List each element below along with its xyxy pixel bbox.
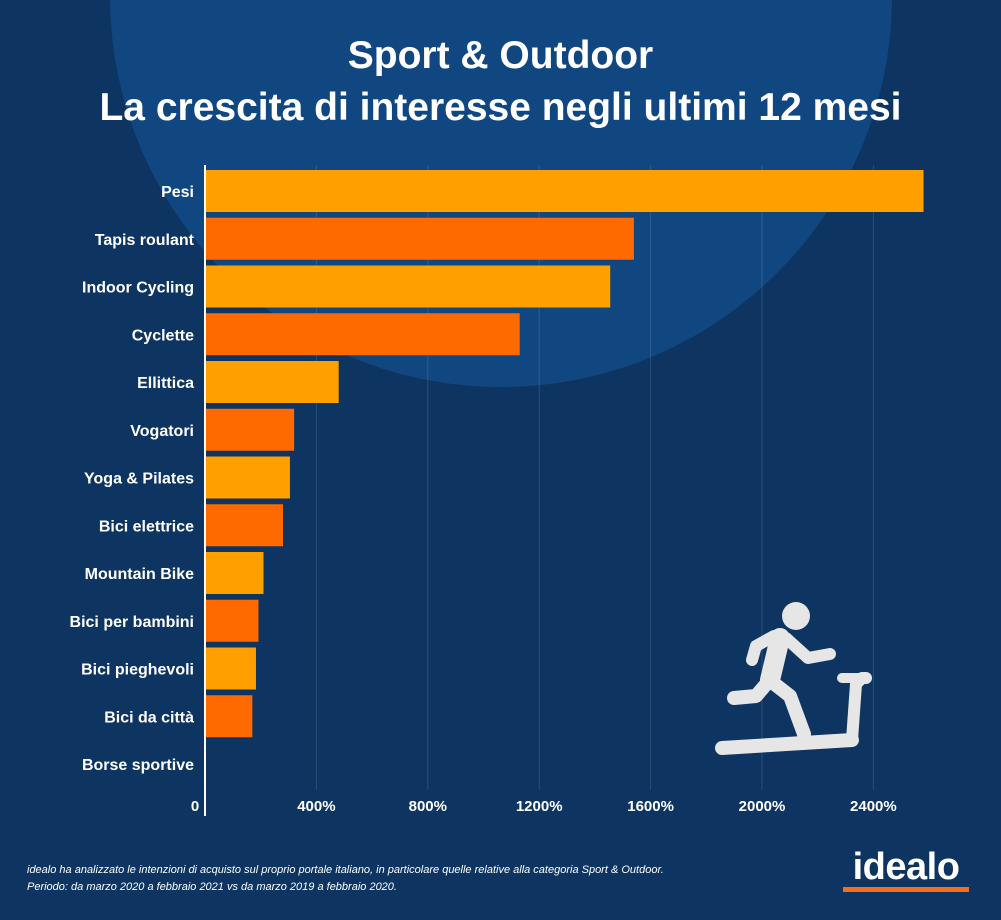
category-label: Pesi	[161, 184, 194, 201]
bar	[205, 408, 295, 451]
x-tick-label: 2000%	[739, 798, 786, 815]
footnote: idealo ha analizzato le intenzioni di ac…	[27, 862, 787, 896]
bar	[205, 313, 520, 356]
bar-chart: Pesi Tapis roulant Indoor Cycling Cyclette E…	[70, 165, 924, 816]
x-tick-labels: 0 400% 800% 1200% 1600% 2000% 2400%	[191, 798, 897, 815]
category-label: Tapis roulant	[95, 232, 195, 249]
bar	[205, 552, 264, 594]
treadmill-runner-icon	[715, 602, 872, 755]
bars	[205, 170, 924, 738]
category-labels: Pesi Tapis roulant Indoor Cycling Cyclette E…	[70, 184, 195, 774]
category-label: Vogatori	[130, 423, 194, 440]
category-label: Bici per bambini	[70, 614, 194, 631]
x-tick-label: 1200%	[516, 798, 563, 815]
x-tick-label: 800%	[409, 798, 447, 815]
bar	[205, 599, 259, 642]
x-tick-label: 400%	[297, 798, 335, 815]
title-line-2: La crescita di interesse negli ultimi 12…	[99, 86, 902, 129]
footnote-line-1: idealo ha analizzato le intenzioni di ac…	[27, 864, 664, 876]
footnote-line-2: Periodo: da marzo 2020 a febbraio 2021 v…	[27, 881, 397, 893]
category-label: Ellittica	[137, 375, 194, 392]
category-label: Bici pieghevoli	[81, 662, 194, 679]
category-label: Borse sportive	[82, 757, 194, 774]
category-label: Yoga & Pilates	[84, 471, 194, 488]
bar	[205, 695, 253, 738]
category-label: Bici elettrice	[99, 518, 194, 535]
bar	[205, 361, 339, 403]
category-label: Indoor Cycling	[82, 280, 194, 297]
category-label: Bici da città	[104, 709, 194, 726]
title-line-1: Sport & Outdoor	[347, 34, 654, 77]
category-label: Mountain Bike	[85, 566, 194, 583]
bar	[205, 265, 611, 308]
category-label: Cyclette	[132, 327, 194, 344]
chart-title: Sport & Outdoor La crescita di interesse…	[0, 30, 1001, 134]
x-tick-label: 0	[191, 798, 199, 815]
bar	[205, 504, 283, 547]
bar	[205, 217, 634, 260]
bar	[205, 170, 924, 212]
logo-underline	[843, 887, 969, 892]
x-tick-label: 2400%	[850, 798, 897, 815]
bar	[205, 456, 290, 499]
x-tick-label: 1600%	[627, 798, 674, 815]
bar	[205, 647, 256, 690]
logo-text: idealo	[852, 846, 960, 888]
idealo-logo[interactable]: idealo	[843, 847, 969, 892]
